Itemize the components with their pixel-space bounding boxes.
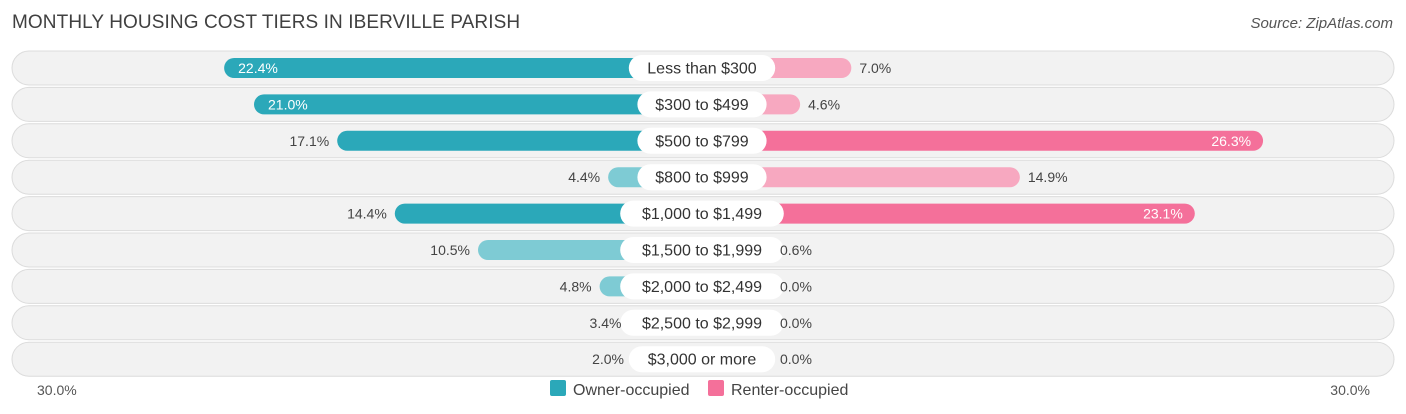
renter-bar: [702, 203, 1195, 224]
axis-label-left: 30.0%: [37, 382, 77, 398]
owner-value-label: 4.8%: [560, 278, 592, 294]
category-label: $1,000 to $1,499: [642, 206, 762, 223]
chart-row: Less than $300 22.4% 7.0%: [11, 50, 1395, 86]
category-label: Less than $300: [647, 61, 757, 78]
renter-value-label: 0.0%: [780, 351, 812, 367]
category-label: $300 to $499: [655, 97, 749, 114]
category-pill: [637, 91, 767, 118]
owner-value-label: 17.1%: [289, 133, 329, 149]
owner-value-label: 22.4%: [238, 60, 278, 76]
category-pill: [637, 164, 767, 191]
renter-value-label: 0.0%: [780, 278, 812, 294]
chart-row: $2,500 to $2,999 3.4% 0.0%: [11, 305, 1395, 341]
chart-row: $800 to $999 4.4% 14.9%: [11, 159, 1395, 195]
owner-bar: [254, 94, 702, 115]
chart-title: MONTHLY HOUSING COST TIERS IN IBERVILLE …: [12, 12, 521, 33]
owner-value-label: 3.4%: [590, 315, 622, 331]
renter-value-label: 0.6%: [780, 242, 812, 258]
chart-row: $1,500 to $1,999 10.5% 0.6%: [11, 232, 1395, 268]
category-pill: [620, 200, 784, 227]
legend: Owner-occupied Renter-occupied: [550, 380, 848, 399]
category-label: $2,000 to $2,499: [642, 279, 762, 296]
owner-bar: [224, 58, 702, 78]
owner-value-label: 2.0%: [592, 351, 624, 367]
category-pill: [637, 127, 767, 154]
renter-value-label: 23.1%: [1143, 206, 1183, 222]
chart-row: $1,000 to $1,499 14.4% 23.1%: [11, 196, 1395, 232]
legend-renter-label: Renter-occupied: [731, 382, 848, 399]
category-label: $500 to $799: [655, 133, 749, 150]
axis-label-right: 30.0%: [1330, 382, 1370, 398]
owner-value-label: 4.4%: [568, 169, 600, 185]
legend-owner-swatch: [550, 380, 566, 396]
chart-row: $300 to $499 21.0% 4.6%: [11, 86, 1395, 122]
renter-value-label: 14.9%: [1028, 169, 1068, 185]
legend-owner-label: Owner-occupied: [573, 382, 690, 399]
chart-row: $500 to $799 17.1% 26.3%: [11, 123, 1395, 159]
renter-bar: [702, 167, 1020, 188]
owner-value-label: 10.5%: [430, 242, 470, 258]
renter-value-label: 0.0%: [780, 315, 812, 331]
category-pill: [620, 273, 784, 300]
legend-renter-swatch: [708, 380, 724, 396]
chart-row: $3,000 or more 2.0% 0.0%: [11, 341, 1395, 377]
category-label: $3,000 or more: [648, 352, 757, 369]
owner-value-label: 21.0%: [268, 96, 308, 112]
source-label: Source: ZipAtlas.com: [1250, 15, 1393, 32]
owner-bar: [337, 130, 702, 151]
category-label: $1,500 to $1,999: [642, 243, 762, 260]
owner-value-label: 14.4%: [347, 206, 387, 222]
category-pill: [620, 237, 784, 263]
renter-value-label: 4.6%: [808, 96, 840, 112]
category-pill: [628, 55, 776, 81]
category-pill: [620, 309, 784, 336]
renter-value-label: 26.3%: [1211, 133, 1251, 149]
renter-bar: [702, 130, 1264, 151]
chart-row: $2,000 to $2,499 4.8% 0.0%: [11, 268, 1395, 304]
category-label: $2,500 to $2,999: [642, 315, 762, 332]
renter-value-label: 7.0%: [859, 60, 891, 76]
category-label: $800 to $999: [655, 170, 749, 187]
category-pill: [628, 346, 776, 373]
